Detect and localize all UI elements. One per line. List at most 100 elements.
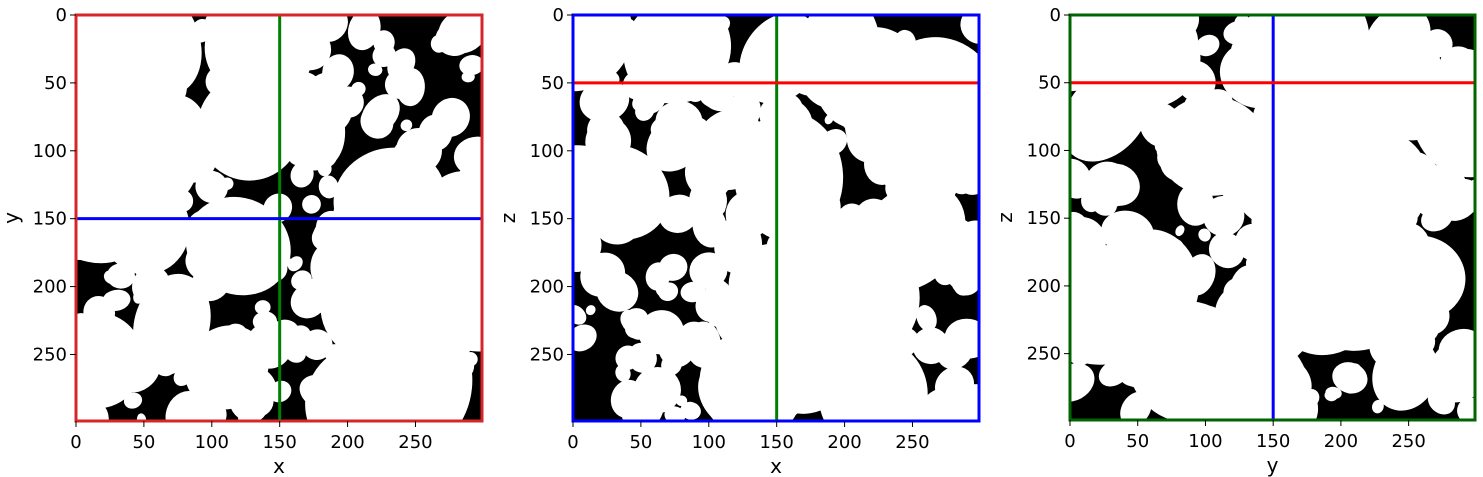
grain [254, 300, 271, 315]
grain [1182, 254, 1216, 296]
grain [314, 95, 353, 136]
grain [873, 370, 895, 392]
grain [1101, 210, 1154, 255]
grain [418, 114, 453, 151]
grain [1223, 357, 1236, 372]
grain [1175, 225, 1185, 237]
grain [1154, 138, 1168, 153]
y-tick-label: 50 [541, 73, 564, 94]
grain [822, 26, 842, 48]
grain [805, 183, 841, 225]
grain [1216, 165, 1233, 186]
y-tick-label: 250 [1027, 344, 1061, 365]
grain [1399, 67, 1413, 80]
x-tick-label: 100 [1188, 431, 1222, 452]
grain [1235, 223, 1274, 262]
grain [1324, 389, 1338, 402]
x-tick-label: 250 [1391, 431, 1425, 452]
x-tick-label: 200 [1324, 431, 1358, 452]
grain [77, 16, 108, 45]
grain [1098, 312, 1113, 327]
grain [573, 145, 630, 245]
grain [717, 168, 728, 180]
grain [689, 252, 728, 289]
grain [1273, 61, 1305, 93]
grain [611, 17, 639, 47]
grain [1423, 29, 1453, 58]
grain [894, 332, 915, 354]
x-axis-label: x [273, 454, 285, 477]
grain [615, 364, 631, 382]
grain [650, 117, 675, 140]
grain [721, 350, 739, 368]
panel-frame [1068, 13, 1477, 422]
grain [1438, 328, 1475, 367]
grain [837, 392, 892, 421]
grain [133, 273, 211, 375]
x-tick-label: 0 [1064, 431, 1075, 452]
grain [129, 18, 145, 36]
panel-xz-slice: 0 50 100 150 200 250 0 50 100 150 200 250 x z [496, 5, 981, 477]
grain [657, 324, 697, 368]
y-tick-label: 250 [33, 344, 67, 365]
y-tick-label: 150 [530, 209, 564, 230]
grain [459, 55, 482, 76]
grain [1198, 228, 1211, 242]
grain [191, 396, 227, 421]
x-tick-label: 0 [567, 432, 578, 453]
grain [1355, 161, 1376, 182]
grain [347, 15, 381, 51]
grain [911, 156, 958, 207]
grain [746, 308, 847, 414]
y-tick-label: 0 [1050, 5, 1061, 26]
grain [316, 385, 361, 421]
grain [1116, 344, 1159, 389]
grain [287, 256, 303, 272]
grain [1275, 302, 1319, 345]
grain [1287, 219, 1424, 351]
grain [580, 38, 599, 56]
grain [318, 175, 339, 199]
y-tick-label: 0 [553, 5, 564, 26]
grain [1145, 354, 1172, 382]
y-tick-label: 50 [44, 73, 67, 94]
x-tick-label: 150 [759, 432, 793, 453]
grain [658, 194, 699, 233]
x-tick-label: 250 [398, 432, 432, 453]
grain [322, 58, 345, 79]
grain [710, 70, 735, 90]
grain [1349, 310, 1366, 327]
grain [1070, 158, 1092, 199]
y-tick-label: 150 [1027, 208, 1061, 229]
grain [621, 308, 649, 333]
grain [197, 74, 302, 181]
grain [714, 16, 731, 32]
grain [103, 291, 124, 310]
grain-texture [1070, 15, 1475, 420]
panel-yz-slice: 0 50 100 150 200 250 0 50 100 150 200 250 y z [993, 5, 1477, 477]
grain [1230, 36, 1257, 66]
grain [372, 345, 403, 371]
grain [1203, 195, 1245, 237]
y-tick-label: 50 [1038, 73, 1061, 94]
panel-frame [571, 13, 981, 423]
grain [1260, 17, 1289, 46]
grain [435, 22, 473, 57]
grain [384, 369, 424, 403]
grain [1070, 363, 1095, 402]
grain [790, 35, 817, 64]
grain [368, 63, 383, 76]
grain [1306, 273, 1355, 320]
grain [291, 270, 312, 290]
x-tick-label: 50 [1126, 431, 1149, 452]
grain [675, 395, 688, 407]
grain [1070, 211, 1091, 256]
grain [746, 399, 767, 421]
panel-frame [74, 13, 484, 423]
grain [573, 324, 597, 352]
grain [817, 237, 855, 279]
grain [646, 26, 685, 67]
grain [819, 129, 848, 156]
grain [1208, 232, 1245, 269]
